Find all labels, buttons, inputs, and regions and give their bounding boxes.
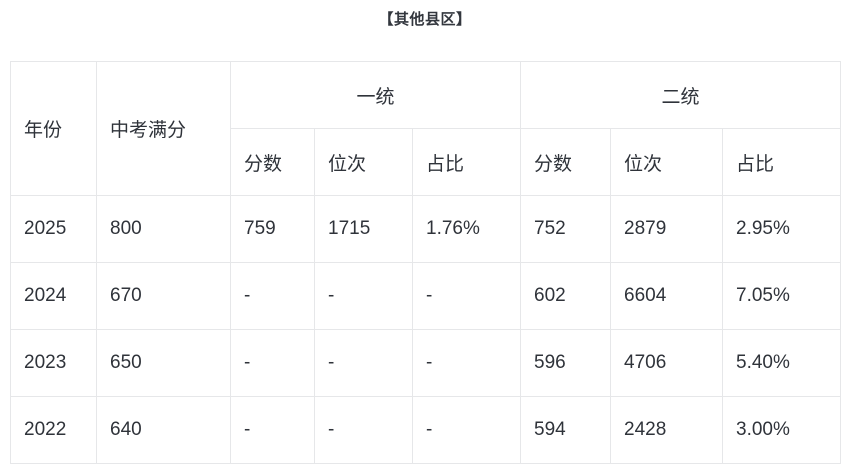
cell-year: 2022 xyxy=(10,396,97,464)
score-table: 年份 中考满分 一统 二统 分数 位次 占比 分数 位次 占比 2025 800 xyxy=(10,61,842,464)
cell-yitong-ratio: 1.76% xyxy=(411,195,522,263)
table-head: 年份 中考满分 一统 二统 分数 位次 占比 分数 位次 占比 xyxy=(10,61,842,196)
cell-full-score: 650 xyxy=(96,329,231,397)
column-header-yitong-rank: 位次 xyxy=(314,128,413,196)
cell-yitong-ratio: - xyxy=(411,329,522,397)
cell-yitong-rank: 1715 xyxy=(314,195,413,263)
cell-yitong-score: 759 xyxy=(230,195,315,263)
cell-full-score: 670 xyxy=(96,262,231,330)
cell-yitong-rank: - xyxy=(314,329,413,397)
cell-ertong-rank: 6604 xyxy=(610,262,724,330)
cell-year: 2023 xyxy=(10,329,97,397)
column-header-yitong-ratio: 占比 xyxy=(411,128,522,196)
table-row: 2024 670 - - - 602 6604 7.05% xyxy=(10,262,842,330)
column-group-header-ertong: 二统 xyxy=(520,61,842,129)
cell-ertong-rank: 4706 xyxy=(610,329,724,397)
cell-full-score: 640 xyxy=(96,396,231,464)
cell-ertong-ratio: 3.00% xyxy=(722,396,842,464)
cell-ertong-score: 752 xyxy=(520,195,612,263)
cell-yitong-score: - xyxy=(230,329,315,397)
table-row: 2025 800 759 1715 1.76% 752 2879 2.95% xyxy=(10,195,842,263)
column-header-ertong-ratio: 占比 xyxy=(722,128,842,196)
cell-yitong-ratio: - xyxy=(411,262,522,330)
column-group-header-yitong: 一统 xyxy=(229,61,522,129)
cell-ertong-score: 596 xyxy=(520,329,612,397)
cell-yitong-rank: - xyxy=(314,262,413,330)
score-table-container: 年份 中考满分 一统 二统 分数 位次 占比 分数 位次 占比 2025 800 xyxy=(10,61,842,464)
cell-ertong-score: 602 xyxy=(520,262,612,330)
table-row: 2023 650 - - - 596 4706 5.40% xyxy=(10,329,842,397)
cell-year: 2024 xyxy=(10,262,97,330)
page-title: 【其他县区】 xyxy=(378,11,472,28)
column-header-year: 年份 xyxy=(10,61,97,196)
cell-ertong-ratio: 7.05% xyxy=(722,262,842,330)
cell-ertong-score: 594 xyxy=(520,396,612,464)
cell-yitong-score: - xyxy=(230,262,315,330)
table-header-row-subs: 分数 位次 占比 分数 位次 占比 xyxy=(11,128,842,196)
cell-ertong-ratio: 2.95% xyxy=(722,195,842,263)
cell-yitong-ratio: - xyxy=(411,396,522,464)
cell-ertong-rank: 2879 xyxy=(610,195,724,263)
column-header-full-score: 中考满分 xyxy=(96,61,231,196)
cell-ertong-ratio: 5.40% xyxy=(722,329,842,397)
cell-ertong-rank: 2428 xyxy=(610,396,724,464)
table-body: 2025 800 759 1715 1.76% 752 2879 2.95% 2… xyxy=(10,195,842,464)
column-header-ertong-rank: 位次 xyxy=(610,128,724,196)
cell-yitong-score: - xyxy=(230,396,315,464)
table-row: 2022 640 - - - 594 2428 3.00% xyxy=(10,396,842,464)
cell-yitong-rank: - xyxy=(314,396,413,464)
column-header-yitong-score: 分数 xyxy=(230,128,315,196)
column-header-ertong-score: 分数 xyxy=(520,128,612,196)
table-header-row-groups: 年份 中考满分 一统 二统 xyxy=(10,61,842,196)
cell-year: 2025 xyxy=(10,195,97,263)
cell-full-score: 800 xyxy=(96,195,231,263)
